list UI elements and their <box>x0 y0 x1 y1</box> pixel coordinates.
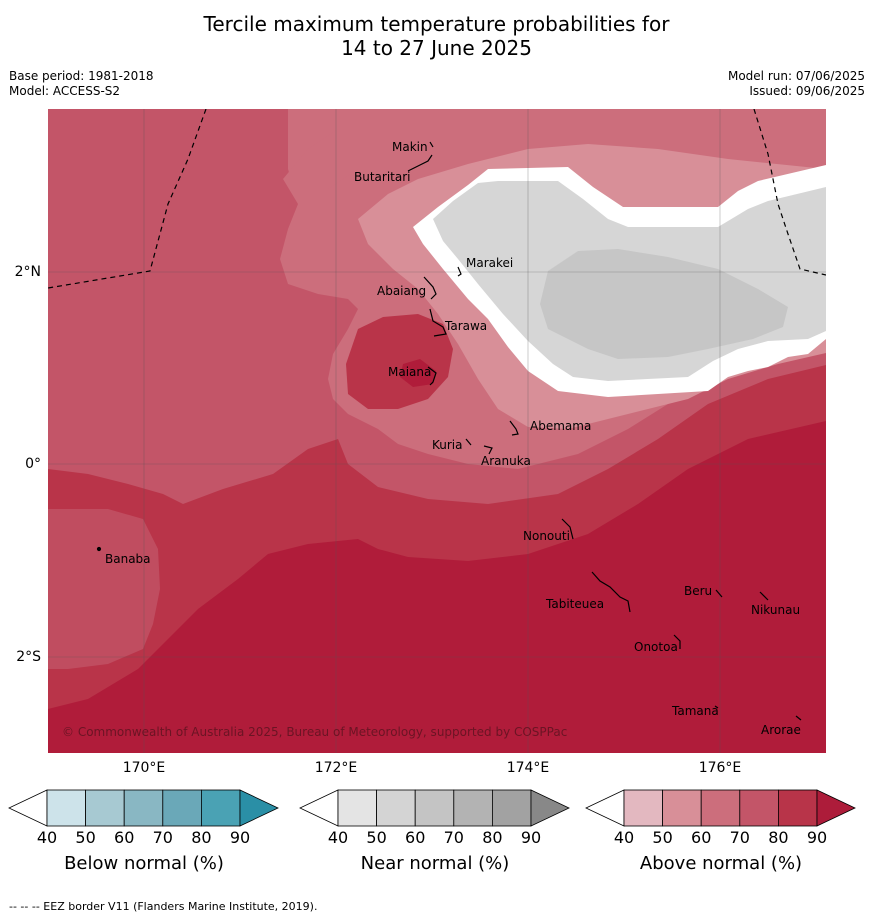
colorbar-tick-label: 90 <box>229 828 251 847</box>
colorbar-tick-label: 40 <box>327 828 349 847</box>
colorbar-tick-label: 70 <box>729 828 750 847</box>
label-maiana: Maiana <box>388 365 431 379</box>
colorbar-tick-label: 60 <box>405 828 426 847</box>
colorbar-title-near: Near normal (%) <box>360 853 510 874</box>
lon-label-176e: 176°E <box>698 760 742 776</box>
colorbar-right-extend <box>816 789 856 827</box>
region-above-60-pocket <box>283 109 388 204</box>
title-line-2: 14 to 27 June 2025 <box>341 36 532 60</box>
map-title: Tercile maximum temperature probabilitie… <box>0 12 873 60</box>
graticule <box>48 109 826 753</box>
issued-date: Issued: 09/06/2025 <box>749 84 865 98</box>
colorbar-title-below: Below normal (%) <box>64 853 224 874</box>
place-labels: Makin Butaritari Marakei Abaiang Tarawa … <box>105 140 801 737</box>
colorbar-right-extend <box>239 789 279 827</box>
region-maiana-90 <box>400 359 436 387</box>
label-kuria: Kuria <box>432 438 463 452</box>
title-line-1: Tercile maximum temperature probabilitie… <box>203 12 670 36</box>
colorbar-tick-label: 90 <box>806 828 828 847</box>
colorbar-segment <box>739 789 779 827</box>
label-beru: Beru <box>684 584 712 598</box>
label-arorae: Arorae <box>761 723 801 737</box>
colorbar-segment <box>414 789 455 827</box>
colorbar-tick-label: 40 <box>36 828 58 847</box>
meta-right: Model run: 07/06/2025 Issued: 09/06/2025 <box>728 69 865 99</box>
colorbar-tick-label: 90 <box>520 828 542 847</box>
lat-label-2s: 2°S <box>16 649 41 665</box>
colorbar-tick-label: 80 <box>768 828 789 847</box>
colorbar-tick-label: 80 <box>482 828 503 847</box>
colorbar-tick-label: 40 <box>613 828 635 847</box>
colorbar-tick-label: 50 <box>366 828 387 847</box>
colorbar-tick-label: 50 <box>75 828 96 847</box>
colorbar-below-normal <box>8 789 279 827</box>
label-nonouti: Nonouti <box>523 529 570 543</box>
colorbar-left-extend <box>299 789 339 827</box>
lat-label-0: 0° <box>25 456 41 472</box>
label-butaritari: Butaritari <box>354 170 411 184</box>
colorbar-tick-label: 50 <box>652 828 673 847</box>
meta-left: Base period: 1981-2018 Model: ACCESS-S2 <box>9 69 154 99</box>
label-tamana: Tamana <box>671 704 719 718</box>
copyright-notice: © Commonwealth of Australia 2025, Bureau… <box>62 725 567 739</box>
label-aranuka: Aranuka <box>481 454 531 468</box>
colorbar-segment <box>662 789 702 827</box>
colorbar-segment <box>85 789 125 827</box>
model-name: Model: ACCESS-S2 <box>9 84 121 98</box>
colorbar-above-normal <box>585 789 856 827</box>
label-onotoa: Onotoa <box>634 640 678 654</box>
colorbar-segment <box>376 789 416 827</box>
colorbar-segment <box>123 789 164 827</box>
colorbar-near-normal <box>299 789 570 827</box>
colorbar-segment <box>623 789 663 827</box>
near-normal-60-region <box>540 249 788 359</box>
region-maiana-80 <box>346 314 453 409</box>
label-banaba: Banaba <box>105 552 151 566</box>
model-run: Model run: 07/06/2025 <box>727 69 865 83</box>
lon-label-174e: 174°E <box>506 760 550 776</box>
colorbar-tick-label: 60 <box>114 828 135 847</box>
colorbar-segment <box>200 789 241 827</box>
lon-label-172e: 172°E <box>314 760 358 776</box>
colorbar-segment <box>337 789 377 827</box>
colorbar-segment <box>778 789 818 827</box>
label-marakei: Marakei <box>466 256 513 270</box>
colorbars <box>8 789 856 827</box>
colorbar-left-extend <box>585 789 625 827</box>
colorbar-right-extend <box>530 789 570 827</box>
probability-map: Makin Butaritari Marakei Abaiang Tarawa … <box>48 109 826 753</box>
colorbar-segment <box>162 789 202 827</box>
colorbar-tick-label: 70 <box>443 828 464 847</box>
colorbar-segment <box>700 789 741 827</box>
eez-footnote: -- -- -- EEZ border V11 (Flanders Marine… <box>9 900 318 913</box>
colorbar-tick-label: 70 <box>152 828 173 847</box>
colorbar-segment <box>453 789 493 827</box>
label-nikunau: Nikunau <box>751 603 800 617</box>
colorbar-title-above: Above normal (%) <box>639 853 803 874</box>
label-tarawa: Tarawa <box>444 319 487 333</box>
label-abaiang: Abaiang <box>377 284 426 298</box>
eez-border <box>48 109 826 289</box>
label-tabiteuea: Tabiteuea <box>545 597 604 611</box>
island-outlines <box>96 141 802 721</box>
colorbar-tick-label: 80 <box>191 828 212 847</box>
colorbar-segment <box>491 789 532 827</box>
label-makin: Makin <box>392 140 428 154</box>
colorbar-tick-label: 60 <box>691 828 712 847</box>
colorbar-segment <box>46 789 86 827</box>
colorbar-left-extend <box>8 789 48 827</box>
lon-label-170e: 170°E <box>122 760 166 776</box>
base-period: Base period: 1981-2018 <box>9 69 154 83</box>
label-abemama: Abemama <box>530 419 591 433</box>
region-banaba-blob <box>48 509 160 669</box>
lat-label-2n: 2°N <box>14 264 41 280</box>
